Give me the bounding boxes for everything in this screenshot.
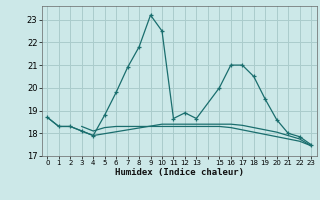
X-axis label: Humidex (Indice chaleur): Humidex (Indice chaleur) xyxy=(115,168,244,177)
